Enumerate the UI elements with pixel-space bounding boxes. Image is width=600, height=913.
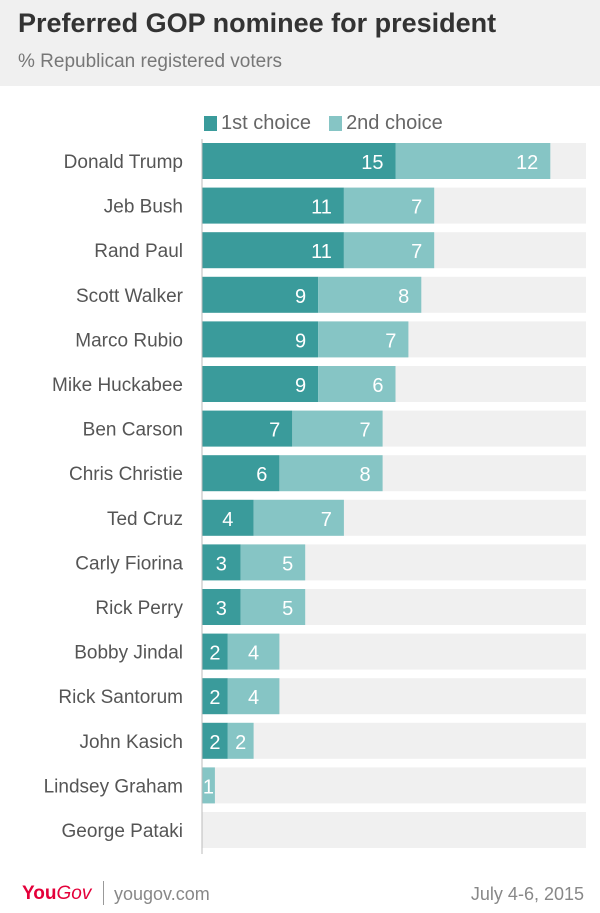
bar-first-choice-ben-carson: [202, 410, 293, 447]
data-label-first-choice-jeb-bush: 11: [311, 197, 332, 219]
legend-item-second-choice: 2nd choice: [329, 112, 443, 135]
data-label-first-choice-donald-trump: 15: [361, 152, 383, 174]
chart-subtitle: % Republican registered voters: [18, 51, 283, 72]
bar-second-choice-ben-carson: [292, 410, 383, 447]
bar-second-choice-rand-paul: [343, 232, 435, 269]
bar-second-choice-lindsey-graham: [202, 767, 215, 804]
data-label-first-choice-ted-cruz: 4: [222, 509, 233, 531]
bar-first-choice-rick-perry: [202, 589, 241, 625]
data-label-first-choice-ben-carson: 7: [269, 420, 280, 442]
logo-gov: Gov: [56, 883, 92, 904]
legend-swatch-first-choice: [204, 115, 217, 131]
bar-first-choice-donald-trump: [202, 143, 396, 179]
data-label-second-choice-john-kasich: 2: [235, 732, 246, 754]
data-label-first-choice-bobby-jindal: 2: [209, 643, 220, 665]
data-label-first-choice-carly-fiorina: 3: [216, 553, 227, 575]
chart-title: Preferred GOP nominee for president: [18, 8, 497, 38]
category-label-ted-cruz: Ted Cruz: [107, 509, 183, 530]
data-label-second-choice-jeb-bush: 7: [411, 197, 422, 219]
bar-second-choice-mike-huckabee: [318, 366, 396, 402]
bar-second-choice-john-kasich: [227, 722, 254, 759]
data-label-second-choice-donald-trump: 12: [516, 152, 538, 174]
data-label-second-choice-ted-cruz: 7: [321, 509, 332, 531]
category-label-rick-santorum: Rick Santorum: [58, 687, 183, 708]
category-label-rand-paul: Rand Paul: [94, 241, 183, 262]
data-label-second-choice-mike-huckabee: 6: [372, 375, 383, 397]
category-label-jeb-bush: Jeb Bush: [104, 197, 183, 218]
data-label-first-choice-chris-christie: 6: [256, 464, 267, 486]
bar-second-choice-rick-santorum: [227, 678, 280, 715]
bar-track-lindsey-graham: [202, 767, 586, 804]
data-label-second-choice-scott-walker: 8: [398, 286, 409, 308]
legend-label-first-choice: 1st choice: [221, 111, 312, 134]
category-label-mike-huckabee: Mike Huckabee: [52, 375, 183, 396]
category-label-rick-perry: Rick Perry: [95, 598, 183, 619]
legend-item-first-choice: 1st choice: [204, 112, 311, 135]
bar-first-choice-chris-christie: [202, 455, 280, 492]
data-label-first-choice-john-kasich: 2: [209, 732, 220, 754]
category-label-marco-rubio: Marco Rubio: [75, 330, 183, 351]
data-label-second-choice-rick-santorum: 4: [248, 687, 259, 709]
bar-track-john-kasich: [202, 722, 586, 759]
footer-site: yougov.com: [114, 884, 210, 904]
data-label-second-choice-marco-rubio: 7: [385, 330, 396, 352]
bar-first-choice-john-kasich: [202, 722, 228, 759]
bar-first-choice-bobby-jindal: [202, 633, 228, 670]
bar-first-choice-rick-santorum: [202, 678, 228, 715]
data-label-second-choice-rand-paul: 7: [411, 241, 422, 263]
data-label-first-choice-scott-walker: 9: [295, 286, 306, 308]
legend-label-second-choice: 2nd choice: [346, 111, 443, 134]
bar-track-george-pataki: [202, 812, 586, 848]
bar-second-choice-rick-perry: [240, 589, 306, 625]
yougov-logo: YouGov: [22, 883, 91, 905]
category-label-bobby-jindal: Bobby Jindal: [74, 643, 183, 664]
data-label-first-choice-mike-huckabee: 9: [295, 375, 306, 397]
chart-header: Preferred GOP nominee for president % Re…: [0, 0, 600, 86]
category-label-donald-trump: Donald Trump: [64, 152, 183, 173]
data-label-first-choice-rick-perry: 3: [216, 598, 227, 620]
footer-date: July 4-6, 2015: [470, 884, 584, 904]
data-label-second-choice-bobby-jindal: 4: [248, 643, 259, 665]
logo-you: You: [22, 883, 57, 904]
bar-second-choice-ted-cruz: [253, 499, 344, 536]
bar-second-choice-jeb-bush: [343, 187, 435, 224]
data-label-first-choice-rand-paul: 11: [311, 241, 332, 263]
footer-divider: [103, 881, 104, 905]
bar-second-choice-scott-walker: [318, 276, 422, 313]
chart-legend: 1st choice 2nd choice: [204, 110, 443, 136]
bar-first-choice-scott-walker: [202, 276, 319, 313]
category-label-carly-fiorina: Carly Fiorina: [75, 553, 183, 574]
bar-first-choice-rand-paul: [202, 232, 344, 269]
bar-second-choice-bobby-jindal: [227, 633, 280, 670]
data-label-second-choice-ben-carson: 7: [359, 420, 370, 442]
bar-first-choice-ted-cruz: [202, 499, 254, 536]
bar-first-choice-marco-rubio: [202, 321, 319, 358]
bar-second-choice-marco-rubio: [318, 321, 409, 358]
category-label-john-kasich: John Kasich: [79, 732, 183, 753]
data-label-second-choice-rick-perry: 5: [282, 598, 293, 620]
bar-first-choice-mike-huckabee: [202, 366, 319, 402]
data-label-first-choice-rick-santorum: 2: [209, 687, 220, 709]
category-label-george-pataki: George Pataki: [62, 821, 183, 842]
category-label-scott-walker: Scott Walker: [76, 286, 184, 307]
data-label-first-choice-marco-rubio: 9: [295, 330, 306, 352]
bar-second-choice-donald-trump: [395, 143, 551, 179]
legend-swatch-second-choice: [329, 115, 343, 131]
category-label-lindsey-graham: Lindsey Graham: [44, 776, 183, 797]
bar-second-choice-carly-fiorina: [240, 544, 306, 581]
category-label-ben-carson: Ben Carson: [83, 420, 183, 441]
data-label-second-choice-carly-fiorina: 5: [282, 553, 293, 575]
data-label-second-choice-chris-christie: 8: [359, 464, 370, 486]
bar-second-choice-chris-christie: [279, 455, 383, 492]
category-label-chris-christie: Chris Christie: [69, 464, 183, 485]
bar-first-choice-carly-fiorina: [202, 544, 241, 581]
data-label-second-choice-lindsey-graham: 1: [203, 776, 214, 798]
bar-first-choice-jeb-bush: [202, 187, 344, 224]
